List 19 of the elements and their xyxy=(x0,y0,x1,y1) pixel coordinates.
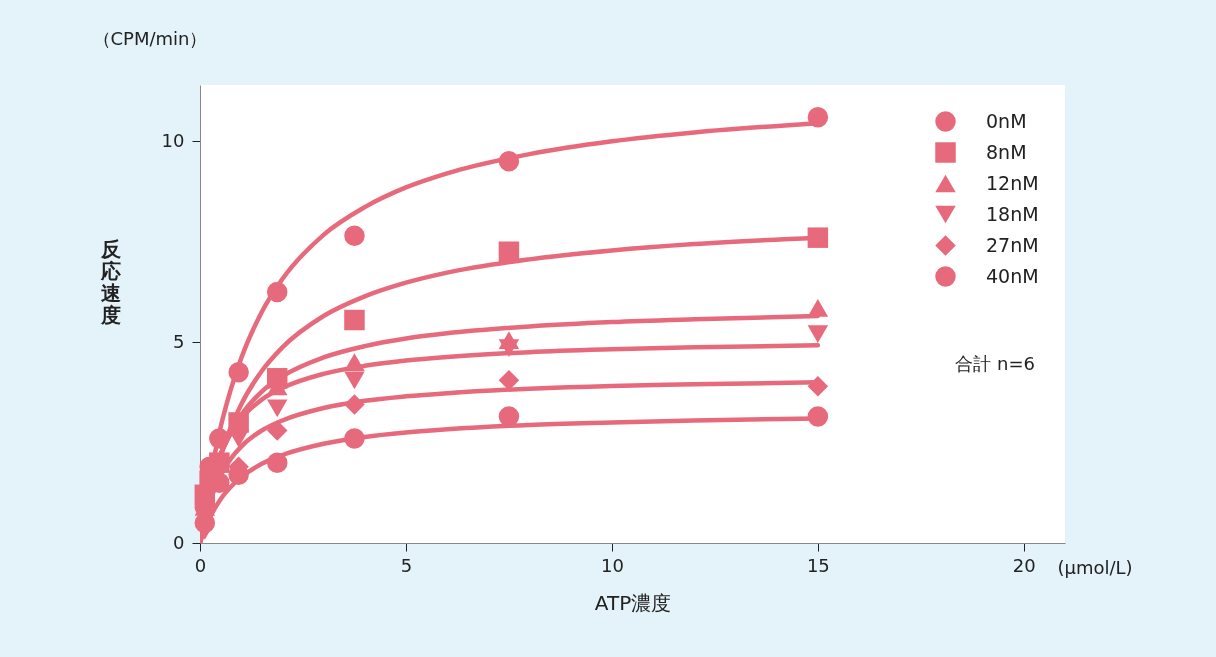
x-axis-title: ATP濃度 xyxy=(594,590,672,615)
legend-label: 0nM xyxy=(986,109,1027,132)
legend-label: 12nM xyxy=(986,171,1039,194)
annotation: 合計 n=6 xyxy=(955,353,1035,374)
legend-label: 40nM xyxy=(986,264,1039,287)
y-axis-title: 反応速度 xyxy=(99,236,121,327)
y-tick-label: 10 xyxy=(161,129,185,151)
x-tick-label: 0 xyxy=(194,554,207,576)
x-tick-label: 20 xyxy=(1012,554,1036,576)
y-tick-label: 5 xyxy=(173,330,185,352)
legend-label: 27nM xyxy=(986,233,1039,256)
legend-label: 18nM xyxy=(986,202,1039,225)
x-tick-label: 15 xyxy=(806,554,830,576)
x-tick-label: 5 xyxy=(400,554,413,576)
legend-label: 8nM xyxy=(986,140,1027,163)
y-tick-label: 0 xyxy=(173,531,185,553)
text: （CPM/min） xyxy=(92,28,208,49)
x-tick-label: 10 xyxy=(600,554,624,576)
text: (μmol/L) xyxy=(1057,557,1133,578)
